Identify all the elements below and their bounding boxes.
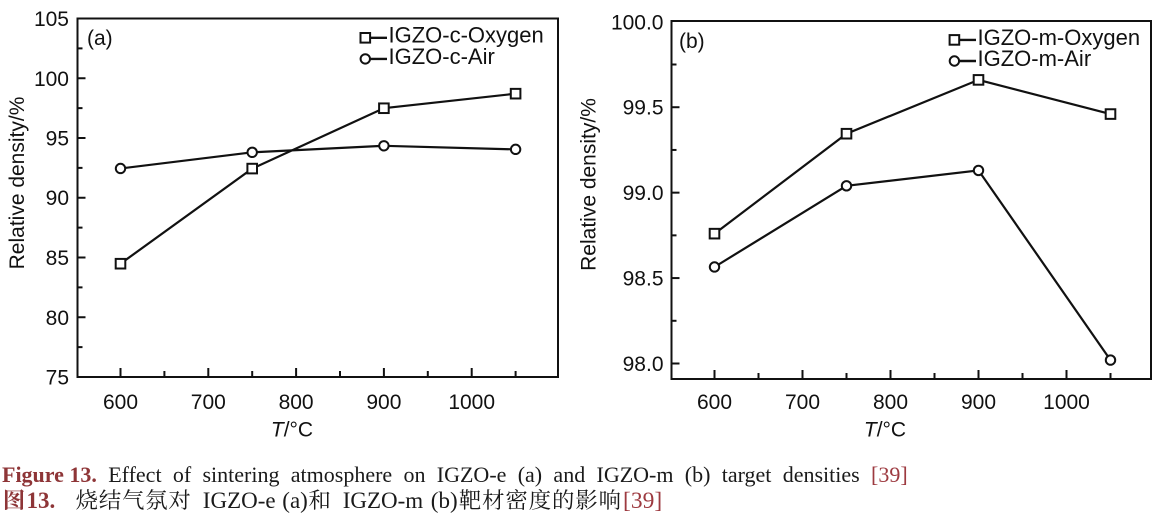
svg-text:13.: 13. <box>27 488 56 513</box>
svg-text:800: 800 <box>279 391 314 414</box>
svg-text:100: 100 <box>34 68 69 91</box>
svg-text:98.5: 98.5 <box>623 268 664 291</box>
svg-text:IGZO-m-Air: IGZO-m-Air <box>978 46 1092 71</box>
svg-text:75: 75 <box>46 367 69 390</box>
svg-text:85: 85 <box>46 247 69 270</box>
svg-text:700: 700 <box>191 391 226 414</box>
svg-text:(a): (a) <box>87 27 113 50</box>
svg-text:800: 800 <box>873 391 908 414</box>
svg-text:99.0: 99.0 <box>623 182 664 205</box>
svg-text:600: 600 <box>103 391 138 414</box>
svg-text:(a): (a) <box>282 488 308 513</box>
svg-text:IGZO-e: IGZO-e <box>203 488 276 513</box>
svg-text:1000: 1000 <box>1043 391 1090 414</box>
svg-text:105: 105 <box>34 8 69 31</box>
svg-text:99.5: 99.5 <box>623 97 664 120</box>
svg-text:1000: 1000 <box>448 391 495 414</box>
svg-text:IGZO-c-Air: IGZO-c-Air <box>389 44 495 69</box>
svg-text:(b): (b) <box>431 488 458 513</box>
svg-text:T/°C: T/°C <box>864 419 906 442</box>
svg-text:98.0: 98.0 <box>623 353 664 376</box>
svg-text:Relative density/%: Relative density/% <box>578 98 601 271</box>
svg-text:80: 80 <box>46 307 69 330</box>
svg-text:[39]: [39] <box>623 488 662 514</box>
svg-text:IGZO-c-Oxygen: IGZO-c-Oxygen <box>389 23 544 48</box>
svg-text:95: 95 <box>46 128 69 151</box>
svg-text:700: 700 <box>785 391 820 414</box>
svg-text:(b): (b) <box>679 30 705 53</box>
svg-text:90: 90 <box>46 187 69 210</box>
svg-text:T/°C: T/°C <box>271 419 313 442</box>
svg-text:IGZO-m: IGZO-m <box>343 488 424 513</box>
svg-text:900: 900 <box>961 391 996 414</box>
svg-text:600: 600 <box>697 391 732 414</box>
svg-text:Relative density/%: Relative density/% <box>6 97 29 270</box>
svg-text:IGZO-m-Oxygen: IGZO-m-Oxygen <box>978 25 1141 50</box>
svg-text:100.0: 100.0 <box>611 11 664 34</box>
svg-text:900: 900 <box>366 391 401 414</box>
